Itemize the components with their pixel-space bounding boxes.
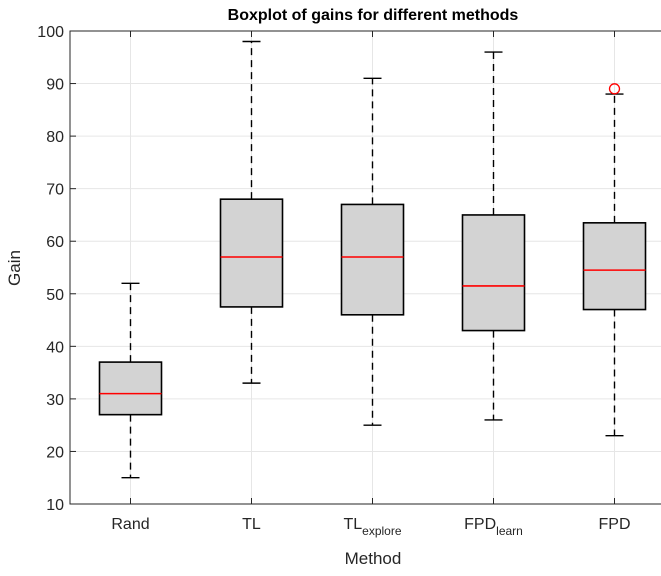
- y-tick-label: 50: [46, 287, 64, 304]
- x-tick-label: FPDlearn: [464, 516, 523, 538]
- x-tick-label: FPD: [599, 516, 631, 533]
- box-group: [219, 40, 284, 384]
- y-tick-label: 90: [46, 77, 64, 94]
- box-group: [340, 77, 405, 426]
- y-tick-label: 80: [46, 129, 64, 146]
- outlier-point: [608, 83, 621, 95]
- x-axis-label: Method: [345, 549, 402, 568]
- y-tick-label: 20: [46, 444, 64, 461]
- chart-title: Boxplot of gains for different methods: [228, 7, 519, 24]
- y-tick-label: 40: [46, 339, 64, 356]
- iqr-box: [582, 222, 647, 311]
- y-tick-label: 30: [46, 392, 64, 409]
- x-tick-label-main: FPD: [599, 516, 631, 533]
- y-axis-label: Gain: [5, 250, 24, 286]
- x-tick-label-main: FPD: [464, 516, 496, 533]
- x-tick-label: TL: [242, 516, 261, 533]
- box-layer: [98, 40, 647, 479]
- box-group: [582, 83, 647, 437]
- x-tick-label: TLexplore: [343, 516, 401, 538]
- iqr-box: [219, 198, 284, 308]
- x-tick-label-main: TL: [343, 516, 362, 533]
- y-tick-label: 70: [46, 182, 64, 199]
- iqr-box: [461, 214, 526, 332]
- x-tick-label: Rand: [111, 516, 149, 533]
- x-tick-label-subscript: explore: [362, 524, 402, 538]
- iqr-box: [340, 203, 405, 316]
- x-tick-label-main: Rand: [111, 516, 149, 533]
- x-tick-label-subscript: learn: [496, 524, 523, 538]
- box-group: [461, 51, 526, 421]
- y-tick-label: 100: [37, 24, 64, 41]
- box-group: [98, 282, 163, 479]
- y-tick-label: 60: [46, 234, 64, 251]
- y-tick-label: 10: [46, 497, 64, 514]
- x-tick-label-main: TL: [242, 516, 261, 533]
- iqr-box: [98, 361, 163, 416]
